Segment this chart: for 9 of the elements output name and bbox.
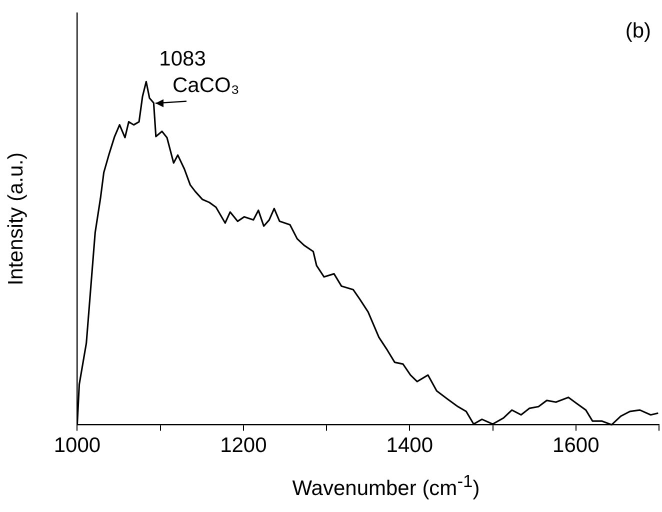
annotation: 1083: [159, 47, 206, 70]
x-tick-label: 1400: [386, 434, 434, 458]
y-axis-title: Intensity (a.u.): [4, 152, 28, 286]
x-axis-title: Wavenumber (cm$^{-1}$): [291, 470, 481, 502]
x-tick-label: 1000: [54, 434, 101, 458]
x-tick-label: 1600: [552, 434, 600, 458]
annotation: CaCO₃: [172, 74, 240, 98]
text: (b): [625, 19, 651, 42]
x-tick-label: 1200: [220, 434, 267, 458]
